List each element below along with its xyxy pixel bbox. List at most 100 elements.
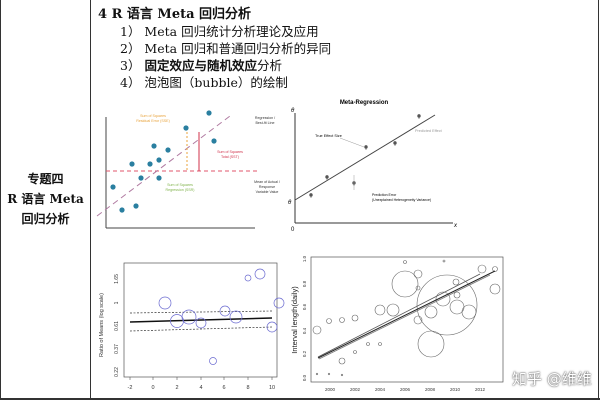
y-tick-label: 1 bbox=[114, 301, 120, 304]
data-point bbox=[206, 110, 212, 116]
bubble bbox=[452, 278, 460, 286]
data-point bbox=[138, 175, 144, 181]
data-point bbox=[183, 125, 189, 131]
data-point bbox=[110, 184, 116, 190]
x-tick-label: 0 bbox=[151, 385, 154, 391]
y-tick-label: 0.6 bbox=[302, 303, 307, 310]
bubble bbox=[312, 325, 322, 335]
bubble-plot-ratio-of-means: Ratio of Means (log scale) 1.65 1 0.61 0.37… bbox=[99, 262, 285, 391]
bubble bbox=[489, 283, 501, 295]
plot-frame bbox=[123, 262, 278, 378]
column-divider bbox=[90, 0, 91, 400]
study-point bbox=[393, 141, 397, 145]
x-tick-label: 2 bbox=[175, 385, 178, 391]
lower-ci-line bbox=[129, 326, 273, 332]
table-border-right bbox=[598, 0, 599, 400]
data-point bbox=[147, 161, 153, 167]
data-point bbox=[156, 157, 162, 163]
bubble bbox=[461, 304, 477, 320]
ssr-label: Regression (SSR) bbox=[166, 188, 195, 192]
x-tick-label: 4 bbox=[199, 385, 202, 391]
x-tick-label: 2000 bbox=[325, 387, 336, 392]
table-border-bottom bbox=[0, 398, 600, 400]
watermark: 知乎 @维维 bbox=[512, 370, 592, 388]
bubble bbox=[353, 350, 357, 354]
y-tick-label: 0.37 bbox=[114, 344, 120, 354]
table-border-left bbox=[0, 0, 1, 400]
origin-label: 0 bbox=[291, 227, 295, 233]
section-heading: 4 R 语言 Meta 回归分析 bbox=[98, 7, 252, 22]
study-point bbox=[325, 175, 329, 179]
x-tick-label: 2004 bbox=[375, 387, 386, 392]
bubble bbox=[340, 373, 344, 377]
y-tick-label: 0.0 bbox=[302, 374, 307, 381]
bubble bbox=[254, 268, 266, 280]
y-tick-label: 0.8 bbox=[302, 280, 307, 287]
x-tick-label: 2002 bbox=[350, 387, 361, 392]
true-effect-label: True Effect Size bbox=[315, 134, 342, 138]
data-point bbox=[119, 207, 125, 213]
bubble bbox=[442, 259, 446, 263]
bubble bbox=[424, 305, 438, 319]
y-axis-label: Interval length(daily) bbox=[290, 286, 299, 354]
upper-ci-line bbox=[129, 310, 273, 314]
regression-sum-of-squares-figure: Sum of Squares Residual Error (SSE) Regr… bbox=[96, 110, 280, 229]
list-item: 2） Meta 回归和普通回归分析的异同 bbox=[120, 41, 332, 56]
x-axis-label: x bbox=[453, 223, 458, 229]
study-point bbox=[309, 193, 313, 197]
topic-line: 回归分析 bbox=[21, 212, 70, 226]
bubble bbox=[209, 357, 217, 365]
data-point bbox=[165, 147, 171, 153]
x-tick-label: 6 bbox=[222, 385, 225, 391]
data-point bbox=[129, 161, 135, 167]
figure-title: Meta-Regression bbox=[340, 100, 389, 106]
bubble bbox=[413, 269, 423, 279]
regression-line bbox=[96, 115, 231, 217]
mean-label: Response bbox=[259, 185, 275, 189]
x-tick-label: 10 bbox=[269, 385, 275, 391]
bubble bbox=[273, 297, 285, 309]
trend-line bbox=[317, 270, 496, 359]
sse-label: Sum of Squares bbox=[140, 114, 166, 118]
predicted-effect-label: Predicted Effect bbox=[415, 129, 443, 133]
y-axis-label: θ bbox=[291, 108, 295, 114]
mean-label: Variable Value bbox=[256, 190, 279, 194]
bubble bbox=[391, 270, 419, 298]
bubble bbox=[386, 303, 400, 317]
data-point bbox=[133, 203, 139, 209]
bubble bbox=[351, 314, 359, 322]
list-item: 3） 固定效应与随机效应分析 bbox=[120, 55, 282, 74]
bubble bbox=[415, 285, 421, 291]
y-tick-label: 0.22 bbox=[114, 367, 120, 377]
y-tick-label: 0.4 bbox=[302, 327, 307, 334]
plot-frame bbox=[310, 256, 504, 383]
x-tick-label: 2010 bbox=[450, 387, 461, 392]
y-tick-label: 0.61 bbox=[114, 321, 120, 331]
topic-cell: 专题四 R 语言 Meta 回归分析 bbox=[1, 0, 90, 398]
bubble bbox=[244, 274, 252, 282]
bubble bbox=[403, 260, 407, 264]
topic-line: 专题四 bbox=[27, 172, 64, 186]
list-item: 1） Meta 回归统计分析理论及应用 bbox=[120, 24, 319, 39]
bubble bbox=[181, 309, 197, 325]
bubble bbox=[315, 372, 319, 376]
prediction-error-label: (Unexplained Heterogeneity Variance) bbox=[372, 198, 431, 202]
data-point bbox=[156, 175, 162, 181]
list-item: 4） 泡泡图（bubble）的绘制 bbox=[120, 75, 288, 90]
y-tick-label: 1.0 bbox=[302, 255, 307, 262]
bubble bbox=[326, 318, 332, 324]
bubble bbox=[417, 330, 445, 358]
x-tick-label: 8 bbox=[246, 385, 249, 391]
mean-label: Mean of Actual / bbox=[254, 180, 280, 184]
item-suffix: 分析 bbox=[256, 58, 282, 73]
item-bold: 固定效应与随机效应 bbox=[144, 58, 257, 73]
bubble bbox=[435, 291, 451, 307]
prediction-error-label: Prediction Error bbox=[372, 193, 397, 197]
item-prefix: 3） bbox=[120, 58, 145, 73]
bubble bbox=[492, 266, 498, 272]
bubble bbox=[378, 342, 382, 346]
study-point bbox=[417, 114, 421, 118]
bubble bbox=[219, 305, 231, 317]
bubble bbox=[327, 372, 331, 376]
